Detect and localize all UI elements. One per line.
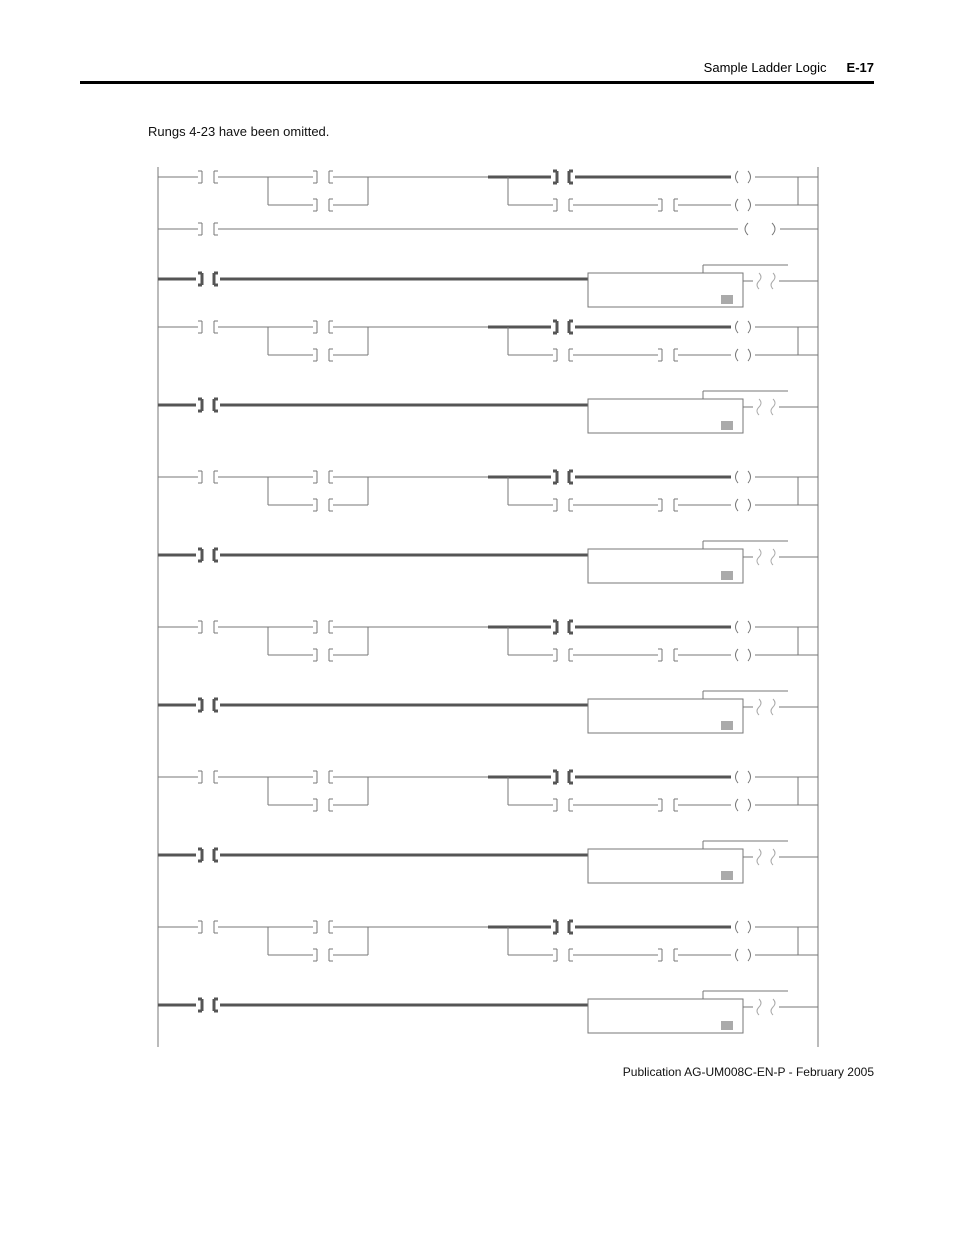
- ladder-diagram: [148, 157, 828, 1067]
- header-rule: [80, 81, 874, 84]
- header-pageno: E-17: [847, 60, 874, 75]
- footer-text: Publication AG-UM008C-EN-P - February 20…: [623, 1065, 874, 1079]
- header-title: Sample Ladder Logic: [704, 60, 827, 75]
- ladder-svg: [148, 157, 828, 1067]
- omitted-note: Rungs 4-23 have been omitted.: [148, 124, 874, 139]
